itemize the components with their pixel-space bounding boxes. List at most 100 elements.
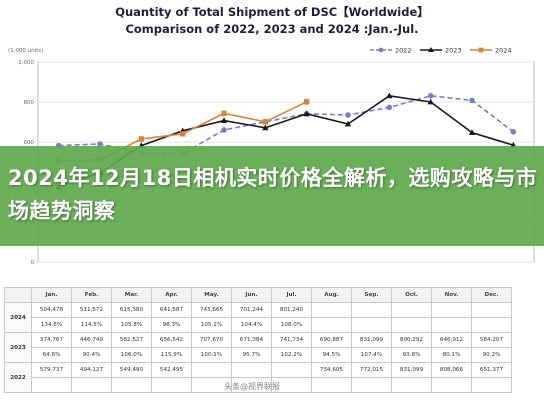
value-cell [471, 302, 512, 318]
month-header: Jul. [271, 287, 312, 303]
point-2024 [303, 99, 310, 105]
month-header: May. [191, 287, 232, 303]
point-2023 [344, 120, 352, 127]
value-cell: 641,587 [151, 302, 192, 318]
percent-cell: 94.5% [311, 347, 352, 363]
point-2022 [510, 129, 517, 135]
value-cell [231, 362, 272, 378]
percent-cell [351, 377, 392, 393]
percent-cell [151, 377, 192, 393]
month-header: Mar. [111, 287, 152, 303]
value-cell: 646,912 [431, 332, 472, 348]
value-cell: 808,066 [431, 362, 472, 378]
point-2022 [469, 97, 475, 104]
value-cell: 772,015 [351, 362, 392, 378]
y-tick-label: 1,000 [18, 60, 34, 66]
headline-text: 2024年12月18日相机实时价格全解析，选购攻略与市场趋势洞察 [8, 166, 538, 223]
table-row: 2024 504,478 511,572 615,380 641,587 743,665 7… [4, 302, 512, 333]
legend-label-2023: 2023 [445, 47, 462, 55]
point-2023 [303, 110, 310, 117]
value-cell: 542,495 [151, 362, 192, 378]
value-cell: 504,478 [31, 302, 72, 318]
percent-cell: 107.4% [351, 347, 392, 363]
value-cell: 690,887 [311, 332, 352, 348]
point-2023 [468, 129, 476, 135]
percent-cell: 105.1% [191, 317, 232, 333]
percent-cell: 98.3% [151, 317, 192, 333]
value-cell: 743,665 [191, 302, 232, 318]
value-cell: 831,099 [351, 332, 392, 348]
percent-cell [431, 317, 472, 333]
percent-cell: 106.0% [111, 347, 152, 363]
legend-marker-2024 [478, 47, 484, 53]
chart-title-line-1: Quantity of Total Shipment of DSC【Worldw… [115, 5, 429, 19]
value-cell: 831,099 [391, 362, 432, 378]
table-row [5, 377, 512, 393]
y-tick-label: 800 [24, 100, 35, 106]
percent-cell: 93.8% [391, 347, 432, 363]
value-cell [431, 302, 472, 318]
watermark-text: 头条@视界联报 [224, 382, 280, 391]
legend-label-2022: 2022 [395, 47, 412, 55]
month-header: Sep. [351, 287, 392, 303]
value-cell: 582,527 [111, 332, 152, 348]
series-line-2022 [58, 94, 514, 155]
table-corner [4, 287, 32, 303]
point-2023 [262, 124, 269, 131]
headline-banner: 2024年12月18日相机实时价格全解析，选购攻略与市场趋势洞察 [0, 146, 544, 246]
point-2024 [221, 110, 227, 117]
value-cell [311, 302, 352, 318]
percent-cell: 80.1% [431, 347, 472, 363]
shipment-table: Jan. Feb. Mar. Apr. May. Jun. Jul. Aug. Sep. Oct.… [4, 287, 512, 393]
percent-cell: 95.7% [231, 347, 272, 363]
table-row: 134.6% 114.5% 105.8% 98.3% 105.1% 104.4% 108.0… [5, 317, 512, 333]
percent-cell [391, 377, 432, 393]
value-cell: 656,542 [151, 332, 192, 348]
value-cell: 741,734 [271, 332, 312, 348]
month-header: Aug. [311, 287, 352, 303]
month-header: Jan. [31, 287, 72, 303]
point-2022 [345, 112, 351, 118]
percent-cell: 102.2% [271, 347, 312, 363]
y-tick-label: 0 [31, 260, 35, 266]
year-cell: 2022 [4, 362, 32, 393]
value-cell: 446,749 [71, 332, 112, 348]
value-cell: 615,380 [111, 302, 152, 318]
percent-cell: 134.6% [31, 317, 72, 333]
legend-marker-2022 [378, 47, 384, 53]
unit-label: (1,000 units) [8, 48, 43, 54]
year-cell: 2023 [4, 332, 32, 363]
percent-cell [391, 317, 432, 333]
value-cell [191, 362, 232, 378]
percent-cell [471, 317, 512, 333]
point-2022 [97, 141, 103, 147]
value-cell: 549,490 [111, 362, 152, 378]
point-2024 [179, 131, 186, 137]
percent-cell [311, 377, 352, 393]
percent-cell: 64.6% [31, 347, 72, 363]
point-2024 [262, 119, 269, 125]
table-row: 64.6% 90.4% 106.0% 115.9% 100.1% 95.7% 102.2% 9… [5, 347, 512, 363]
point-2024 [138, 136, 145, 142]
percent-cell [351, 317, 392, 333]
value-cell: 701,244 [231, 302, 272, 318]
point-2023 [427, 98, 434, 105]
month-header: Oct. [391, 287, 432, 303]
percent-cell [311, 317, 352, 333]
table-row: 2023 374,767 446,749 582,527 656,542 707,670 6… [4, 332, 512, 363]
value-cell: 511,572 [71, 302, 112, 318]
percent-cell: 114.5% [71, 317, 112, 333]
value-cell [391, 302, 432, 318]
percent-cell: 100.1% [191, 347, 232, 363]
month-header: Feb. [71, 287, 112, 303]
percent-cell [471, 377, 512, 393]
percent-cell: 115.9% [151, 347, 192, 363]
percent-cell [111, 377, 152, 393]
table-row: 2022 579,737 494,127 549,490 542,495 734,605 7… [4, 362, 512, 393]
chart-title: Quantity of Total Shipment of DSC【Worldw… [0, 4, 544, 38]
value-cell: 579,737 [31, 362, 72, 378]
month-header: Apr. [151, 287, 192, 303]
point-2022 [221, 127, 227, 133]
percent-cell: 90.4% [71, 347, 112, 363]
value-cell [271, 362, 312, 378]
